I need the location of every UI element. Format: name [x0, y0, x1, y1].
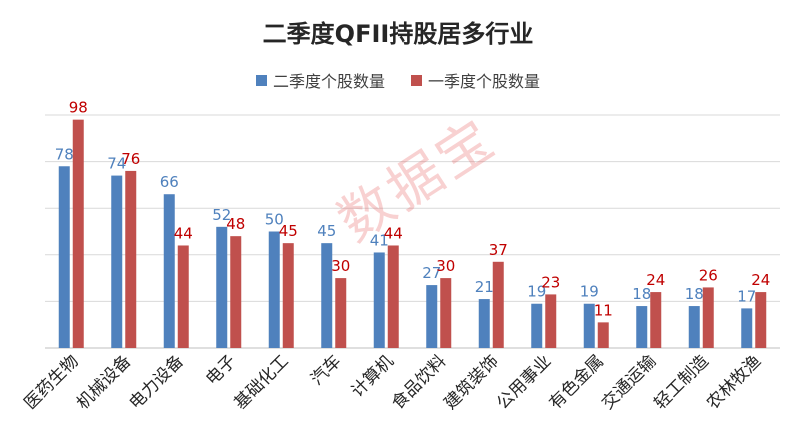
category-label: 电力设备	[126, 351, 188, 413]
legend-label-q2: 二季度个股数量	[272, 72, 385, 91]
data-label-q1: 44	[174, 224, 193, 242]
data-label-q1: 45	[279, 222, 298, 240]
bar-q1	[650, 292, 662, 348]
bar-q1	[230, 236, 242, 348]
bar-q2	[741, 308, 753, 348]
data-label-q2: 78	[55, 145, 74, 163]
bar-q1	[597, 322, 609, 348]
category-label: 农林牧渔	[703, 351, 765, 413]
bar-q1	[335, 278, 347, 348]
data-label-q2: 45	[317, 222, 336, 240]
bar-q1	[282, 243, 294, 348]
data-label-q1: 24	[646, 271, 665, 289]
data-label-q2: 52	[212, 206, 231, 224]
bar-q2	[688, 306, 700, 348]
bar-q2	[58, 166, 70, 348]
bar-q1	[177, 245, 189, 348]
bar-q1	[755, 292, 767, 348]
legend: 二季度个股数量 一季度个股数量	[0, 68, 796, 92]
category-label: 公用事业	[493, 351, 555, 413]
category-label: 交通运输	[598, 351, 660, 413]
bar-q1	[545, 294, 557, 348]
chart-title: 二季度QFII持股居多行业	[262, 20, 534, 48]
bar-q2	[531, 303, 543, 348]
data-label-q2: 17	[737, 287, 756, 305]
data-label-q1: 30	[436, 257, 455, 275]
category-label: 轻工制造	[651, 351, 713, 413]
category-label: 基础化工	[231, 351, 293, 413]
bar-q1	[440, 278, 452, 348]
category-label: 建筑装饰	[441, 351, 503, 413]
bar-q1	[387, 245, 399, 348]
data-label-q2: 74	[107, 155, 126, 173]
legend-item-q2: 二季度个股数量	[255, 68, 385, 92]
data-label-q1: 30	[331, 257, 350, 275]
legend-item-q1: 一季度个股数量	[411, 68, 540, 92]
bar-q2	[478, 299, 490, 348]
bar-q1	[125, 170, 137, 348]
bar-q1	[72, 119, 84, 348]
data-label-q1: 26	[699, 266, 718, 284]
data-label-q1: 37	[489, 241, 508, 259]
bar-q2	[373, 252, 385, 348]
data-label-q2: 21	[475, 278, 494, 296]
bar-q2	[636, 306, 648, 348]
data-label-q1: 48	[226, 215, 245, 233]
legend-swatch-q1	[411, 74, 422, 86]
category-label: 有色金属	[546, 351, 608, 413]
data-label-q2: 41	[370, 231, 389, 249]
data-label-q1: 98	[69, 99, 88, 117]
bar-q2	[583, 303, 595, 348]
data-label-q1: 76	[121, 150, 140, 168]
bar-q1	[702, 287, 714, 348]
bar-q2	[163, 194, 175, 348]
category-label: 计算机	[348, 351, 398, 401]
bar-q2	[268, 231, 280, 348]
data-label-q2: 66	[160, 173, 179, 191]
category-label: 汽车	[307, 351, 345, 389]
category-label: 医药生物	[21, 351, 83, 413]
bar-q2	[321, 243, 333, 348]
bar-q2	[111, 175, 123, 348]
bar-q2	[426, 285, 438, 348]
category-label: 机械设备	[73, 351, 135, 413]
category-label: 食品饮料	[388, 351, 450, 413]
bar-q1	[492, 261, 504, 348]
legend-swatch-q2	[255, 74, 267, 86]
data-label-q1: 24	[751, 271, 770, 289]
data-label-q1: 44	[384, 224, 403, 242]
data-label-q2: 19	[580, 283, 599, 301]
data-label-q2: 27	[422, 264, 441, 282]
legend-label-q1: 一季度个股数量	[428, 72, 541, 91]
data-label-q2: 18	[632, 285, 651, 303]
data-label-q1: 11	[594, 301, 613, 319]
bar-q2	[216, 226, 228, 348]
data-label-q2: 50	[265, 211, 284, 229]
category-label: 电子	[202, 351, 240, 389]
data-label-q1: 23	[541, 273, 560, 291]
data-label-q2: 19	[527, 283, 546, 301]
data-label-q2: 18	[685, 285, 704, 303]
